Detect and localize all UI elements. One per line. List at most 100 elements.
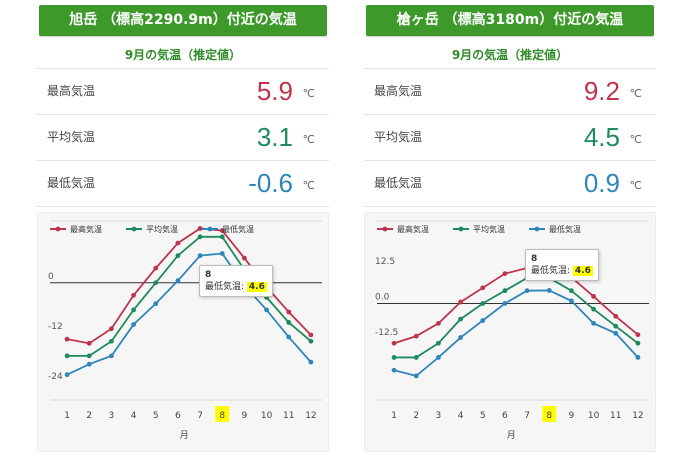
data-point (480, 318, 486, 323)
x-tick-label: 2 (86, 411, 92, 421)
data-point (436, 355, 441, 360)
data-point (86, 353, 92, 359)
data-point (591, 320, 596, 326)
stat-row-max: 最高気温 9.2 ℃ (364, 69, 656, 115)
data-point (308, 332, 314, 338)
data-point (436, 340, 441, 346)
legend-item: 平均気温 (126, 224, 178, 234)
data-point (64, 336, 70, 342)
tooltip-value: 4.6 (572, 266, 593, 276)
data-point (286, 309, 292, 315)
legend-swatch-dot (207, 226, 213, 232)
data-point (502, 301, 508, 306)
data-point (197, 253, 203, 259)
data-point (480, 285, 486, 291)
y-tick-label: -24 (48, 372, 63, 382)
data-point (391, 367, 397, 373)
data-point (242, 255, 247, 261)
data-point (413, 373, 419, 379)
stat-unit: ℃ (629, 87, 642, 100)
data-point (197, 234, 203, 240)
data-point (175, 240, 181, 246)
data-point (153, 280, 159, 286)
series-line (394, 277, 639, 359)
x-tick-label: 1 (391, 411, 397, 421)
stat-unit: ℃ (629, 133, 642, 146)
series-line (393, 289, 639, 377)
stat-row-max: 最高気温 5.9 ℃ (37, 69, 329, 115)
data-point (569, 298, 574, 304)
stat-unit: ℃ (302, 179, 315, 192)
data-point (286, 320, 292, 325)
x-tick-label: 4 (131, 411, 137, 421)
tooltip-label: 最低気温: (531, 266, 571, 276)
data-point (86, 361, 92, 367)
legend-swatch-dot (382, 226, 388, 232)
x-tick-label: 12 (632, 411, 643, 421)
x-tick-label: 7 (197, 411, 203, 421)
legend-item: 最高気温 (377, 224, 429, 234)
legend-item: 最高気温 (50, 224, 102, 234)
data-point (591, 306, 596, 312)
stat-label: 平均気温 (374, 130, 423, 144)
tooltip-value: 4.6 (246, 282, 267, 292)
stat-row-avg: 平均気温 4.5 ℃ (364, 115, 656, 161)
x-tick-label: 6 (502, 411, 508, 421)
x-tick-label: 6 (175, 411, 181, 421)
y-tick-label: -12 (48, 322, 63, 332)
data-point (458, 299, 463, 305)
data-point (175, 278, 181, 284)
data-point (502, 271, 508, 277)
panel-subtitle: 9月の気温（推定値） (451, 48, 569, 62)
y-tick-label: -12.5 (375, 328, 398, 338)
legend-swatch-dot (55, 226, 61, 232)
legend-item: 最低気温 (529, 224, 581, 234)
stat-label: 平均気温 (47, 130, 96, 144)
data-point (413, 355, 419, 360)
x-tick-label: 8 (546, 411, 552, 421)
x-tick-label: 11 (610, 411, 621, 421)
temperature-chart[interactable]: 12.5 0.0 -12.5 1 2 3 4 5 6 7 8 9 10 11 12 月最高気温 平均気温 最低気温… (364, 212, 656, 452)
stat-label: 最高気温 (47, 84, 96, 98)
legend-label: 平均気温 (146, 224, 178, 234)
stat-value: 9.2 (583, 76, 620, 106)
data-point (286, 334, 292, 340)
data-point (109, 326, 114, 332)
stats-table: 最高気温 5.9 ℃ 平均気温 3.1 ℃ 最低気温 -0.6 ℃ (37, 68, 329, 207)
x-tick-label: 9 (569, 411, 575, 421)
data-point (591, 293, 596, 299)
data-point (458, 316, 463, 322)
stat-label: 最低気温 (374, 176, 423, 190)
data-point (413, 333, 419, 339)
x-axis-title: 月 (180, 430, 189, 441)
highlight-month-box (215, 406, 230, 422)
tooltip-month: 8 (531, 254, 538, 264)
panel-subtitle: 9月の気温（推定値） (124, 48, 242, 62)
x-tick-label: 12 (305, 411, 316, 421)
legend-swatch-dot (458, 226, 464, 232)
legend-label: 平均気温 (473, 224, 505, 234)
data-point (391, 340, 397, 346)
stat-label: 最低気温 (47, 176, 96, 190)
x-tick-label: 4 (458, 411, 464, 421)
series-line (67, 235, 312, 357)
series-line (66, 252, 312, 376)
data-point (436, 320, 441, 326)
legend-label: 最高気温 (70, 224, 102, 234)
legend-swatch-dot (131, 226, 137, 232)
x-tick-label: 7 (524, 411, 530, 421)
data-point (308, 338, 314, 344)
y-tick-label: 0 (48, 272, 54, 282)
stat-unit: ℃ (302, 87, 315, 100)
data-point (613, 323, 619, 329)
x-tick-label: 10 (588, 411, 600, 421)
legend-label: 最高気温 (397, 224, 429, 234)
data-point (64, 372, 70, 378)
x-tick-label: 10 (261, 411, 273, 421)
legend-item: 平均気温 (453, 224, 505, 234)
data-point (264, 307, 269, 313)
data-point (613, 313, 619, 319)
temperature-chart[interactable]: 0 -12 -24 1 2 3 4 5 6 7 8 9 10 11 12 月最高気温 平均気温 最低気温 8 最低… (37, 212, 329, 452)
